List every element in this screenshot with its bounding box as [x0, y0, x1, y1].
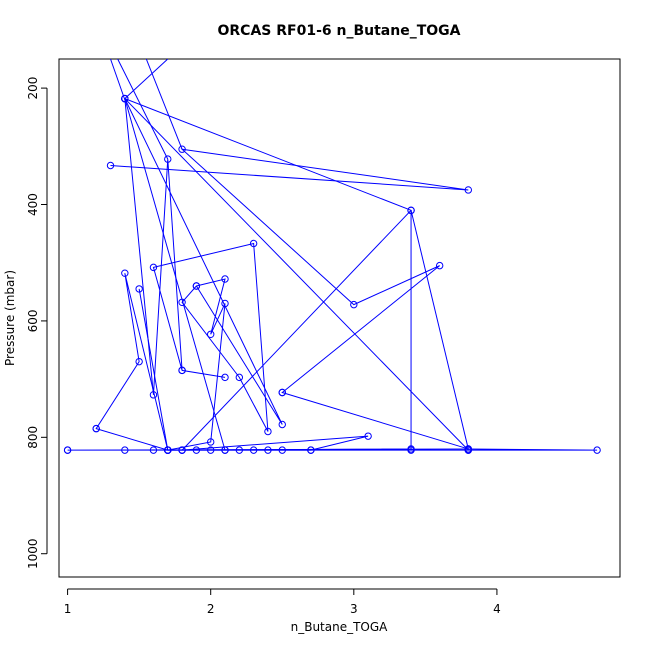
x-tick-label: 1 [64, 602, 72, 616]
series-line-segment [124, 59, 169, 99]
data-point [192, 282, 201, 290]
data-point [121, 94, 129, 103]
y-tick-label: 800 [26, 426, 40, 449]
data-point [307, 446, 315, 454]
data-point [178, 366, 186, 375]
series-line-segment [110, 59, 126, 100]
data-point [278, 420, 286, 429]
x-tick-label: 3 [350, 602, 358, 616]
data-point [121, 269, 129, 277]
series-line [124, 98, 283, 451]
series-line [95, 273, 369, 451]
series-line [110, 148, 469, 451]
y-tick-label: 600 [26, 309, 40, 332]
data-point [164, 155, 172, 163]
data-point [435, 261, 444, 270]
data-point [149, 263, 158, 272]
x-axis-label: n_Butane_TOGA [291, 620, 389, 634]
data-point [407, 206, 415, 215]
y-axis-label: Pressure (mbar) [3, 270, 17, 366]
plot-frame [58, 58, 621, 578]
data-point [221, 299, 229, 308]
data-point [135, 357, 143, 366]
data-point [149, 446, 158, 454]
x-axis: 1 2 3 4 [64, 588, 501, 616]
x-tick-label: 4 [493, 602, 501, 616]
data-point [206, 330, 215, 338]
data-point [164, 446, 172, 454]
data-point [464, 186, 473, 194]
series-line [124, 98, 469, 451]
series-line-segment [145, 59, 183, 150]
data-point [135, 285, 143, 293]
data-point [63, 446, 72, 454]
data-point [106, 161, 115, 170]
data-point [407, 445, 415, 453]
y-tick-label: 400 [26, 193, 40, 216]
y-tick-label: 1000 [26, 538, 40, 569]
data-point [249, 239, 258, 248]
data-point [364, 432, 372, 440]
series-line-segment [117, 59, 169, 160]
data-point [221, 275, 229, 283]
data-point [178, 145, 186, 153]
data-point [593, 446, 601, 454]
data-point [178, 446, 186, 454]
data-point [221, 373, 229, 382]
data-point [464, 446, 473, 454]
x-tick-label: 2 [207, 602, 215, 616]
y-tick-label: 200 [26, 77, 40, 100]
plot-area [63, 59, 601, 454]
data-point [350, 300, 358, 309]
data-point [264, 427, 272, 436]
data-point [206, 438, 215, 446]
data-point [278, 388, 286, 397]
y-axis: 200 400 600 800 1000 [26, 77, 48, 569]
data-point [235, 373, 244, 382]
data-point [92, 424, 100, 433]
data-point [221, 446, 229, 454]
data-point [121, 446, 129, 454]
chart-title: ORCAS RF01-6 n_Butane_TOGA [218, 23, 461, 39]
